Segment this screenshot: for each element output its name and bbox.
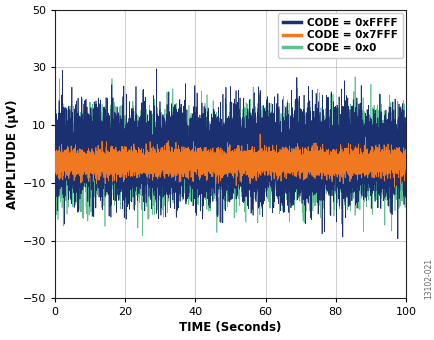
Line: CODE = 0x7FFF: CODE = 0x7FFF (55, 134, 405, 187)
X-axis label: TIME (Seconds): TIME (Seconds) (179, 321, 281, 335)
CODE = 0xFFFF (154, 67, 159, 71)
CODE = 0xFFFF (54, 167, 59, 171)
CODE = 0x0 (54, 134, 59, 138)
CODE = 0x7FFF (121, 160, 126, 165)
CODE = 0x7FFF (391, 185, 396, 189)
CODE = 0x7FFF (54, 160, 59, 164)
CODE = 0x7FFF (224, 152, 229, 156)
Text: 13102-021: 13102-021 (423, 258, 432, 299)
CODE = 0xFFFF (53, 141, 58, 145)
Legend: CODE = 0xFFFF, CODE = 0x7FFF, CODE = 0x0: CODE = 0xFFFF, CODE = 0x7FFF, CODE = 0x0 (277, 13, 402, 58)
CODE = 0xFFFF (402, 138, 408, 142)
CODE = 0xFFFF (121, 153, 126, 157)
CODE = 0x0 (67, 174, 72, 179)
CODE = 0x7FFF (402, 171, 408, 175)
Line: CODE = 0x0: CODE = 0x0 (55, 77, 405, 236)
CODE = 0x0 (140, 234, 145, 238)
CODE = 0xFFFF (73, 162, 79, 166)
CODE = 0x7FFF (67, 160, 72, 165)
CODE = 0xFFFF (224, 138, 229, 142)
CODE = 0x0 (121, 158, 126, 163)
CODE = 0x0 (53, 147, 58, 151)
Line: CODE = 0xFFFF: CODE = 0xFFFF (55, 69, 405, 239)
CODE = 0x0 (384, 139, 389, 143)
CODE = 0x7FFF (53, 165, 58, 169)
Y-axis label: AMPLITUDE (μV): AMPLITUDE (μV) (6, 99, 19, 209)
CODE = 0xFFFF (395, 237, 400, 241)
CODE = 0x7FFF (257, 132, 262, 136)
CODE = 0x0 (352, 75, 357, 79)
CODE = 0x7FFF (384, 167, 389, 171)
CODE = 0x0 (224, 178, 229, 182)
CODE = 0x0 (73, 160, 79, 164)
CODE = 0xFFFF (67, 144, 72, 149)
CODE = 0x0 (402, 160, 408, 164)
CODE = 0xFFFF (384, 143, 389, 147)
CODE = 0x7FFF (73, 159, 79, 163)
